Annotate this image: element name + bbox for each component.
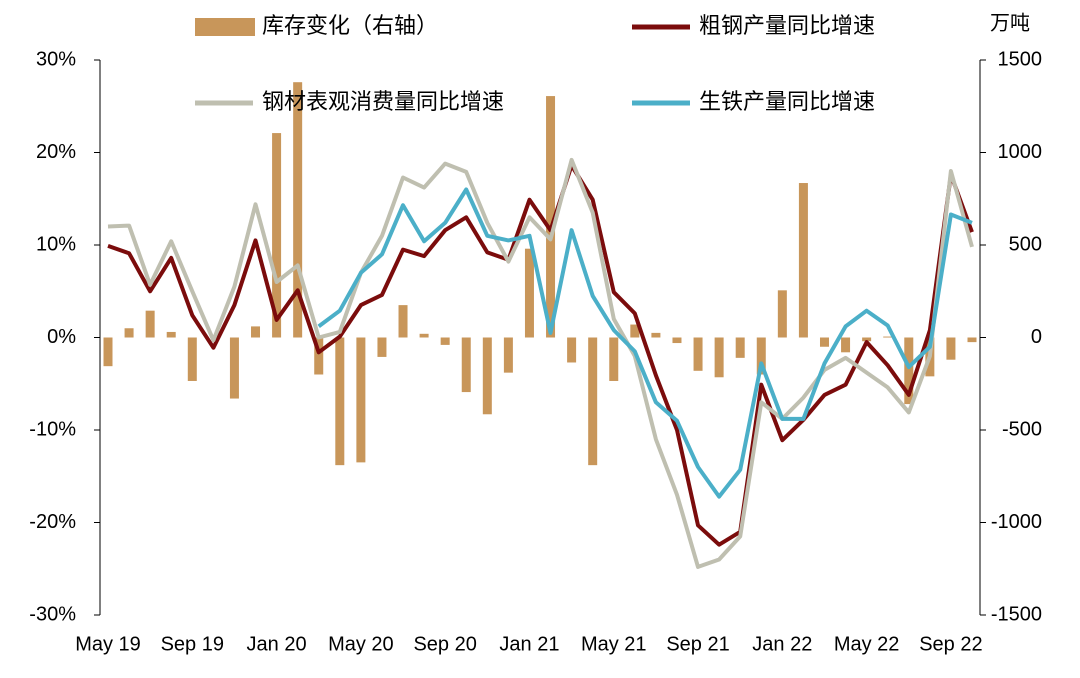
bar: [883, 336, 893, 338]
bar: [482, 337, 492, 415]
bar: [124, 328, 134, 338]
bar: [714, 337, 724, 378]
bar: [651, 332, 661, 338]
bar: [819, 337, 829, 347]
bar: [503, 337, 513, 373]
legend-label: 粗钢产量同比增速: [699, 13, 875, 38]
bar: [862, 337, 872, 342]
bar: [166, 331, 176, 338]
y2-tick-label: -1000: [991, 511, 1042, 533]
bar: [356, 337, 366, 463]
legend-swatch: [195, 18, 255, 36]
bar: [777, 290, 787, 338]
bar: [904, 337, 914, 405]
x-tick-label: Sep 22: [919, 633, 982, 655]
y-tick-label: -10%: [29, 418, 76, 440]
bar: [630, 324, 640, 338]
bar: [524, 248, 534, 338]
x-tick-label: Sep 21: [666, 633, 729, 655]
bar: [609, 337, 619, 381]
bar: [967, 337, 977, 343]
x-tick-label: May 19: [75, 633, 141, 655]
y-tick-label: 10%: [36, 233, 76, 255]
x-tick-label: May 22: [834, 633, 900, 655]
bar: [419, 333, 429, 338]
bar: [187, 337, 197, 381]
y-tick-label: -20%: [29, 511, 76, 533]
x-tick-label: Sep 19: [161, 633, 224, 655]
x-tick-label: May 20: [328, 633, 394, 655]
legend-label: 库存变化（右轴）: [262, 13, 438, 38]
line: [107, 157, 974, 569]
y-tick-label: 20%: [36, 141, 76, 163]
bar: [756, 337, 766, 375]
x-tick-label: May 21: [581, 633, 647, 655]
line: [107, 163, 974, 547]
bar: [377, 337, 387, 357]
y2-tick-label: -1500: [991, 603, 1042, 625]
bar: [946, 337, 956, 360]
y2-axis-label: 万吨: [990, 11, 1030, 34]
bar: [103, 337, 113, 367]
y-tick-label: 0%: [47, 326, 76, 348]
x-tick-label: Jan 20: [247, 633, 307, 655]
bar: [735, 337, 745, 358]
y-tick-label: -30%: [29, 603, 76, 625]
y2-tick-label: 1000: [998, 141, 1043, 163]
line: [317, 187, 973, 499]
bar: [440, 337, 450, 345]
bar: [798, 183, 808, 338]
x-tick-label: Jan 22: [752, 633, 812, 655]
bar: [398, 305, 408, 338]
legend-label: 钢材表观消费量同比增速: [262, 89, 504, 114]
y2-tick-label: 0: [1031, 326, 1042, 348]
y2-tick-label: 1500: [998, 48, 1043, 70]
bar: [272, 133, 282, 338]
bar: [145, 310, 155, 338]
bar: [229, 337, 239, 399]
bar: [567, 337, 577, 363]
bar: [588, 337, 598, 466]
x-tick-label: Jan 21: [499, 633, 559, 655]
y2-tick-label: -500: [1002, 418, 1042, 440]
bar: [841, 337, 851, 353]
bar: [293, 82, 303, 338]
y2-tick-label: 500: [1009, 233, 1042, 255]
bar: [314, 337, 324, 375]
bar: [461, 337, 471, 393]
y-tick-label: 30%: [36, 48, 76, 70]
bar: [251, 326, 261, 338]
bar: [693, 337, 703, 371]
bar: [672, 337, 682, 344]
bar: [546, 96, 556, 338]
bar: [335, 337, 345, 466]
legend-label: 生铁产量同比增速: [699, 89, 875, 114]
x-tick-label: Sep 20: [413, 633, 476, 655]
